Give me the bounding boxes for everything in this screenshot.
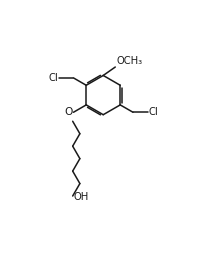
Text: Cl: Cl xyxy=(48,73,58,83)
Text: OH: OH xyxy=(74,192,89,202)
Text: O: O xyxy=(64,107,73,117)
Text: Cl: Cl xyxy=(149,107,158,117)
Text: OCH₃: OCH₃ xyxy=(116,56,142,66)
